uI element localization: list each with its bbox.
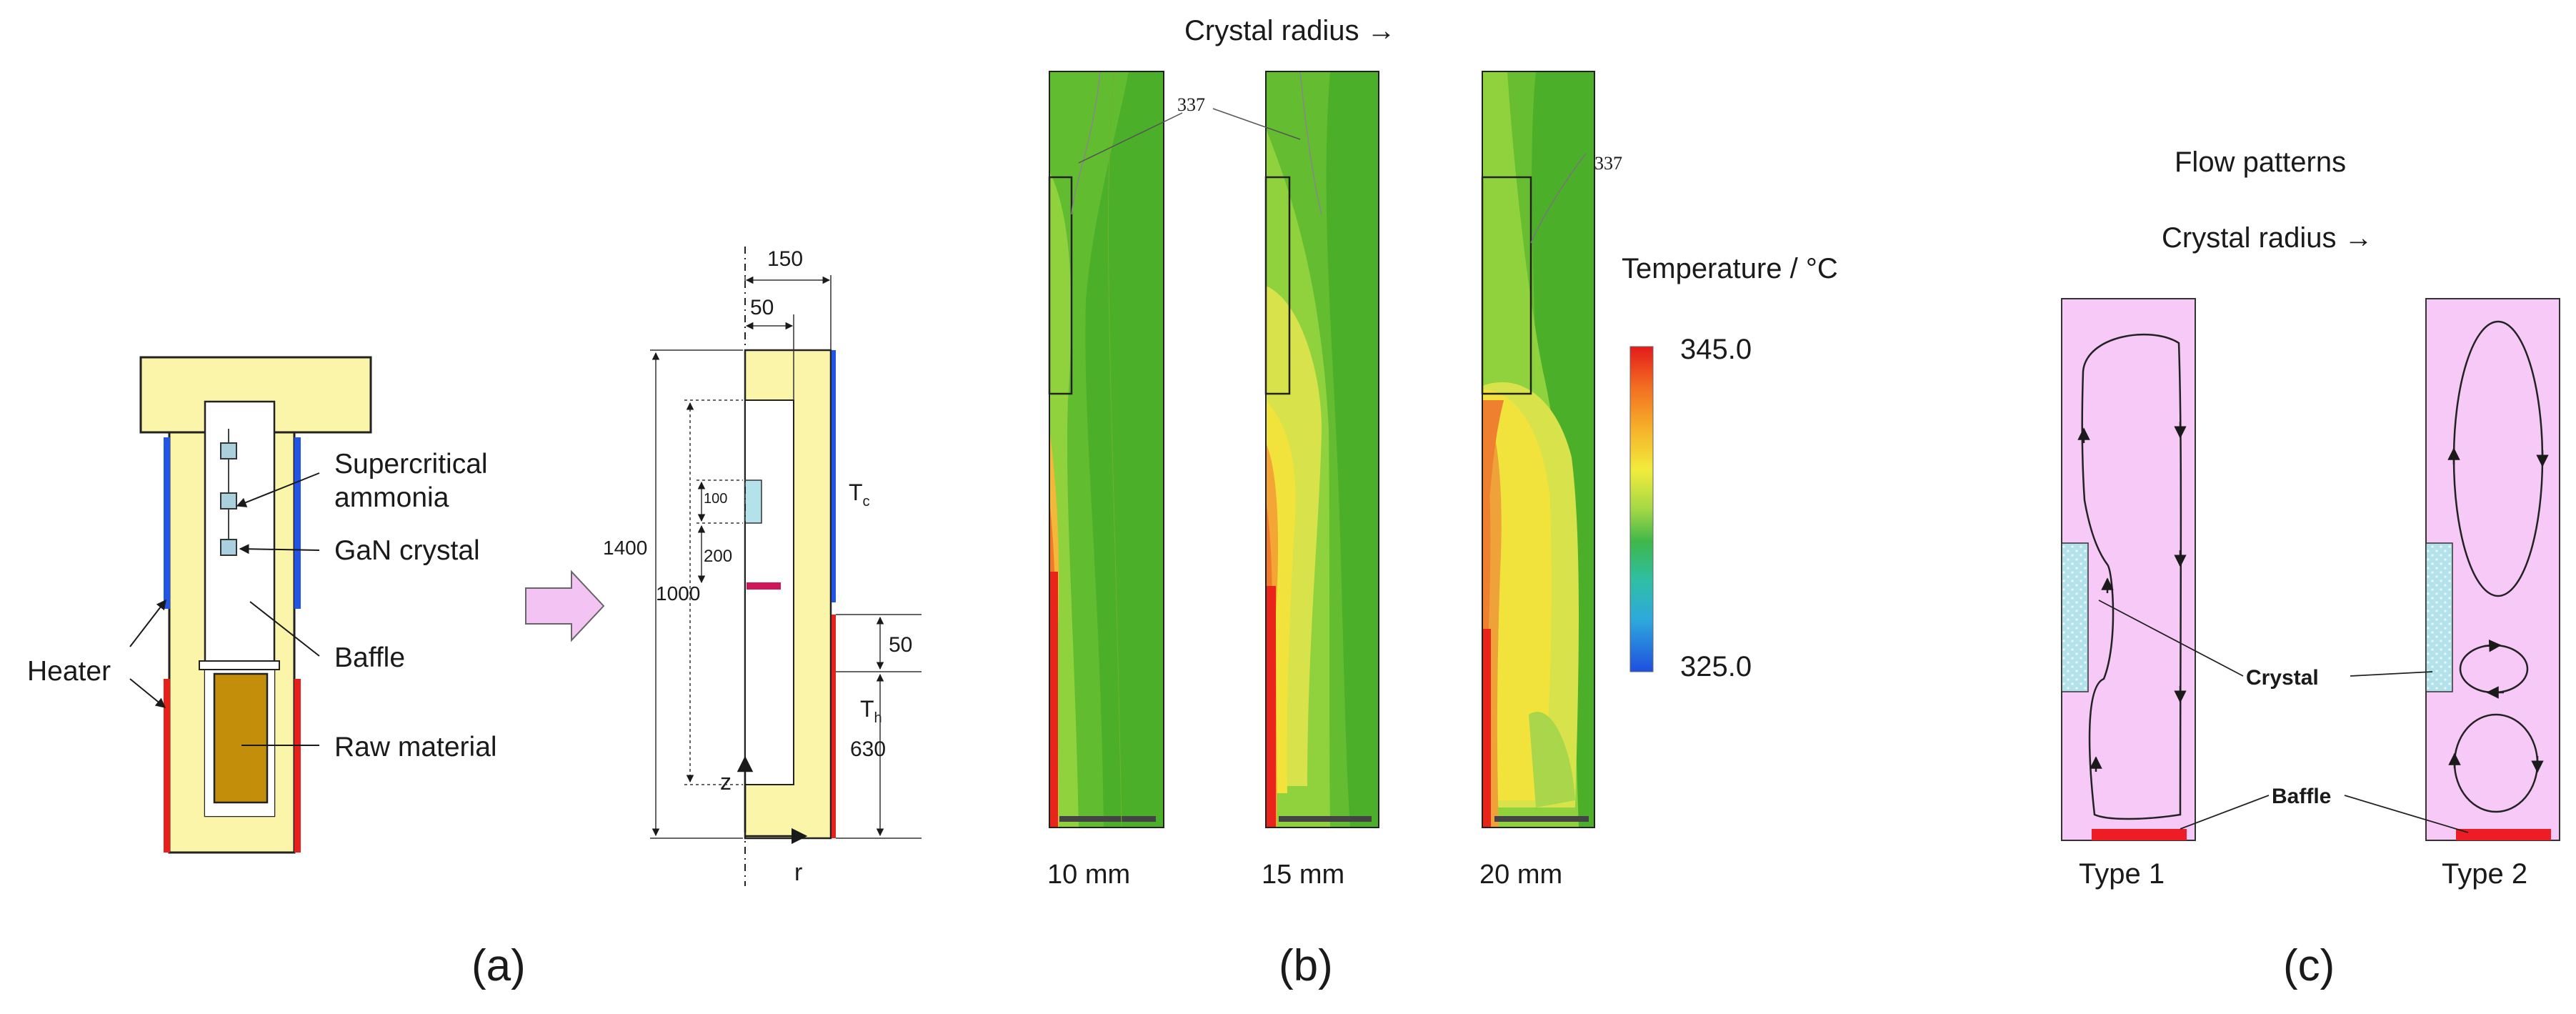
dim-50-side: 50 (889, 633, 912, 657)
th-boundary (832, 615, 836, 838)
baffle-block (2092, 829, 2187, 840)
autoclave-schematic (139, 356, 372, 854)
baffle-leader-type2 (2344, 795, 2469, 833)
heater-leader-cold (129, 599, 166, 647)
domain-baffle (747, 582, 781, 590)
supercritical-label-2: ammonia (334, 482, 449, 513)
baffle-leader (249, 601, 320, 657)
heater-cold-zone (294, 437, 301, 609)
panel-a-letter: (a) (471, 941, 526, 990)
crystal-leader-type1 (2098, 600, 2244, 677)
heater-leader-hot (129, 678, 166, 708)
contour-plot-20mm (1481, 71, 1595, 828)
seed-crystal (220, 442, 237, 459)
colorbar-min-label: 325.0 (1680, 651, 1752, 682)
panel-a: Supercritical ammonia GaN crystal Baffle… (27, 247, 922, 990)
heater-cold-zone (164, 437, 170, 609)
seed-crystal (220, 492, 237, 510)
panel-b: Crystal radius → (1047, 15, 1838, 990)
type2-label: Type 2 (2442, 858, 2527, 890)
isoline-leader (1212, 108, 1301, 140)
crystal-label: Crystal (2246, 666, 2319, 690)
baffle-label: Baffle (334, 642, 405, 673)
baffle-plate (199, 660, 280, 670)
panel-c-letter: (c) (2283, 941, 2335, 990)
tc-label: Tc (849, 479, 870, 510)
flow-domain-type1 (2061, 298, 2196, 841)
panel-c-header: Crystal radius → (2162, 222, 2373, 254)
case-label-20mm: 20 mm (1479, 860, 1562, 890)
isoline-leader (1078, 112, 1183, 164)
dim-150: 150 (767, 247, 803, 271)
panel-b-letter: (b) (1279, 941, 1333, 990)
gan-crystal-label: GaN crystal (334, 535, 480, 566)
domain-crystal (744, 479, 762, 524)
domain-cavity (744, 399, 794, 785)
supercritical-leader (236, 472, 320, 507)
dim-1400: 1400 (603, 537, 647, 559)
crystal-leader-type2 (2350, 671, 2433, 677)
gan-leader (239, 544, 320, 555)
isoline-label-337: 337 (1594, 153, 1622, 174)
panel-c: Flow patterns Crystal radius → (2061, 146, 2560, 990)
crystal-block (2061, 542, 2089, 692)
dim-630: 630 (850, 737, 886, 761)
supercritical-label-1: Supercritical (334, 449, 488, 479)
isoline-label-337: 337 (1177, 94, 1205, 115)
contour-plot-10mm (1048, 71, 1164, 828)
baffle-leader-type1 (2180, 795, 2270, 830)
type1-label: Type 1 (2079, 858, 2165, 890)
panel-b-header: Crystal radius → (1184, 15, 1396, 46)
colorbar-title: Temperature / °C (1622, 253, 1838, 284)
baffle-block (2456, 829, 2551, 840)
crystal-block (2425, 542, 2453, 692)
computational-domain (737, 247, 836, 886)
flow-patterns-title: Flow patterns (2175, 146, 2346, 178)
heater-hot-zone (294, 679, 301, 853)
flow-domain-type2 (2425, 298, 2560, 841)
dim-1000: 1000 (656, 582, 700, 605)
z-axis-label: z (720, 769, 732, 795)
dim-50-top: 50 (750, 296, 774, 319)
th-label: Th (860, 696, 882, 726)
dim-100: 100 (704, 491, 727, 507)
baffle-label-c: Baffle (2272, 785, 2331, 808)
contour-plot-15mm (1264, 71, 1379, 828)
flow-loop (2081, 334, 2182, 820)
seed-crystal (220, 539, 237, 556)
case-label-15mm: 15 mm (1262, 860, 1344, 890)
raw-material-block (213, 672, 269, 804)
heater-hot-zone (164, 679, 170, 853)
tc-boundary (832, 350, 836, 602)
case-label-10mm: 10 mm (1047, 860, 1130, 890)
raw-material-label: Raw material (334, 732, 497, 762)
heater-label: Heater (27, 656, 111, 687)
dimension-lines (650, 275, 922, 839)
transition-arrow (525, 570, 605, 642)
colorbar (1629, 346, 1654, 672)
r-axis-label: r (794, 859, 802, 886)
dim-200: 200 (704, 547, 732, 566)
colorbar-max-label: 345.0 (1680, 334, 1752, 365)
